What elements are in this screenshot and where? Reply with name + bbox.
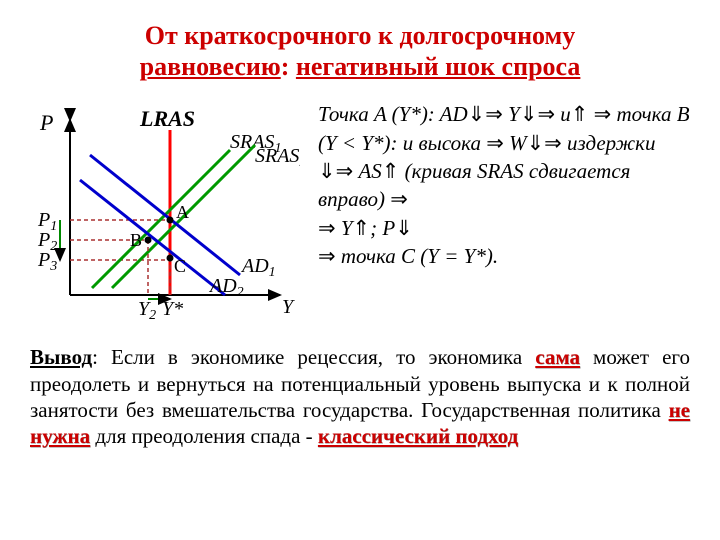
title-line2b: : (281, 52, 296, 81)
svg-text:В: В (130, 230, 142, 250)
conclusion-label: Вывод (30, 345, 92, 369)
svg-text:AD2: AD2 (208, 275, 244, 300)
slide-title: От краткосрочного к долгосрочному равнов… (30, 20, 690, 82)
conc-red3: классический подход (318, 424, 518, 448)
explain-body: Точка A (Y*): AD⇓⇒ Y⇓⇒ u⇑ ⇒ точка B (Y <… (318, 102, 690, 268)
economic-chart: PYP1P2P3LRASSRAS1SRAS2AD1AD2Y2Y*АВС (30, 100, 300, 330)
title-line1: От краткосрочного к долгосрочному (145, 21, 576, 50)
svg-text:А: А (176, 202, 189, 222)
conc-red1: сама (535, 345, 580, 369)
svg-text:P: P (39, 110, 53, 135)
svg-text:С: С (174, 256, 186, 276)
svg-text:SRAS2: SRAS2 (255, 145, 300, 170)
conc-c: для преодоления спада - (90, 424, 318, 448)
svg-text:Y2: Y2 (138, 298, 156, 323)
svg-text:Y: Y (282, 296, 295, 318)
explanation-text: Точка A (Y*): AD⇓⇒ Y⇓⇒ u⇑ ⇒ точка B (Y <… (318, 100, 690, 330)
title-line2a: равновесию (140, 52, 281, 81)
svg-text:AD1: AD1 (240, 255, 276, 280)
conclusion-text: Вывод: Если в экономике рецессия, то эко… (30, 344, 690, 449)
conc-a: : Если в экономике рецессия, то экономик… (92, 345, 535, 369)
svg-text:LRAS: LRAS (139, 106, 195, 131)
title-line2c: негативный шок спроса (296, 52, 580, 81)
content-row: PYP1P2P3LRASSRAS1SRAS2AD1AD2Y2Y*АВС Точк… (30, 100, 690, 330)
svg-text:Y*: Y* (162, 298, 183, 320)
